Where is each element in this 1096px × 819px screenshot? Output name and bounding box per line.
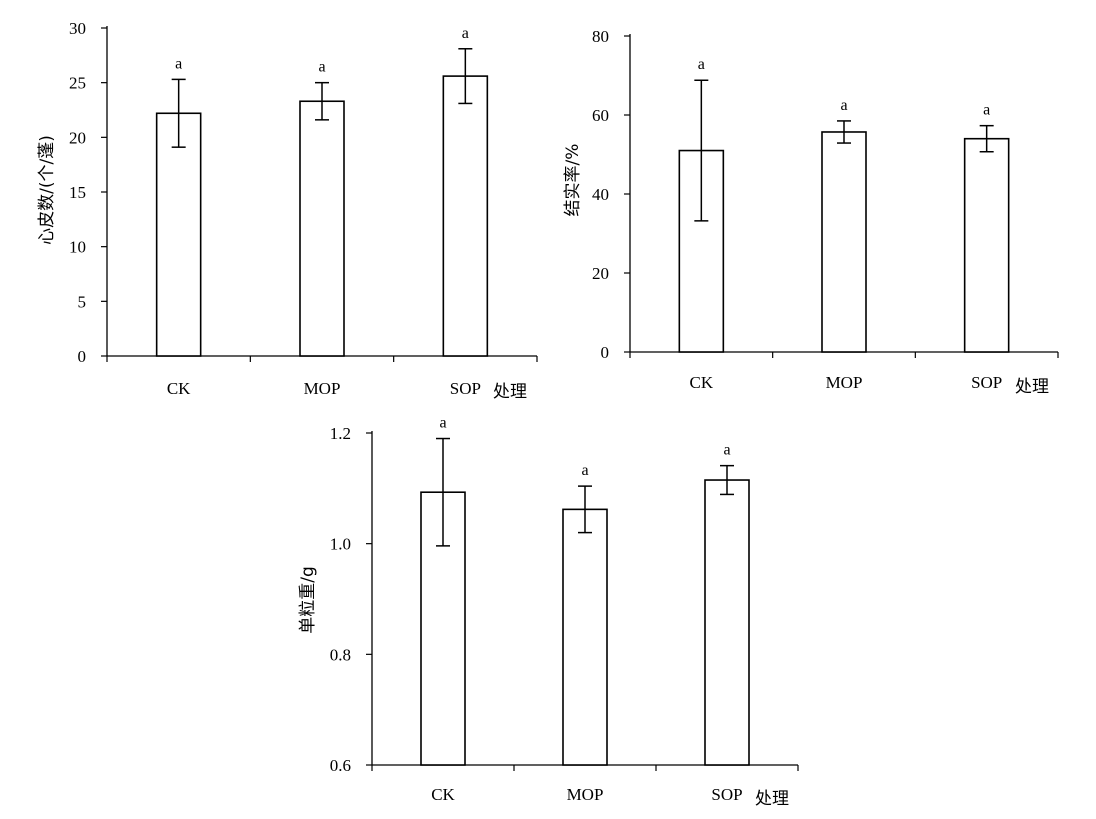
category-label: SOP <box>711 785 742 804</box>
y-tick-label: 0.6 <box>330 756 351 775</box>
significance-label: a <box>439 415 446 432</box>
category-label: SOP <box>450 379 481 398</box>
x-axis-title: 处理 <box>1015 377 1049 397</box>
y-tick-label: 1.0 <box>330 535 351 554</box>
chart-carpel-count: 0 5 10 15 20 25 30 a CK a MOP a SOP 处理 心皮数/(个/蓬) <box>37 19 538 402</box>
y-axis-title: 结实率/% <box>563 144 583 217</box>
y-tick-label: 30 <box>69 19 86 38</box>
y-tick-label: 15 <box>69 183 86 202</box>
bar-sop <box>442 75 489 357</box>
y-tick-label: 40 <box>592 185 609 204</box>
significance-label: a <box>983 102 990 119</box>
bar-ck <box>678 149 725 353</box>
significance-label: a <box>318 59 325 76</box>
x-axis-title: 处理 <box>755 789 789 809</box>
y-tick-label: 25 <box>69 74 86 93</box>
bar-ck <box>155 112 202 357</box>
y-tick-label: 0 <box>78 347 87 366</box>
significance-label: a <box>581 462 588 479</box>
chart-fruit-set-rate: 0 20 40 60 80 a CK a MOP a SOP 处理 结实率/% <box>563 27 1059 397</box>
y-tick-label: 10 <box>69 238 86 257</box>
category-label: CK <box>431 785 455 804</box>
category-label: MOP <box>826 373 863 392</box>
y-axis-title: 单粒重/g <box>298 566 318 634</box>
significance-label: a <box>698 56 705 73</box>
chart-single-grain-weight: 0.6 0.8 1.0 1.2 a CK a MOP a SOP 处理 单粒重/g <box>298 415 799 809</box>
significance-label: a <box>840 97 847 114</box>
bar-sop <box>704 479 750 766</box>
y-tick-label: 20 <box>69 128 86 147</box>
category-label: MOP <box>304 379 341 398</box>
y-tick-label: 0 <box>601 343 610 362</box>
y-axis-title: 心皮数/(个/蓬) <box>37 135 57 245</box>
bar-sop <box>963 137 1010 353</box>
bar-mop <box>562 508 608 766</box>
category-label: CK <box>690 373 714 392</box>
significance-label: a <box>462 25 469 42</box>
y-tick-label: 5 <box>78 292 87 311</box>
y-tick-label: 0.8 <box>330 645 351 664</box>
significance-label: a <box>723 442 730 459</box>
category-label: CK <box>167 379 191 398</box>
x-axis-title: 处理 <box>493 382 527 402</box>
y-tick-label: 80 <box>592 27 609 46</box>
bar-mop <box>299 100 345 357</box>
category-label: SOP <box>971 373 1002 392</box>
bar-mop <box>821 131 867 353</box>
y-tick-label: 1.2 <box>330 424 351 443</box>
significance-label: a <box>175 55 182 72</box>
y-tick-label: 60 <box>592 106 609 125</box>
y-tick-label: 20 <box>592 264 609 283</box>
category-label: MOP <box>567 785 604 804</box>
